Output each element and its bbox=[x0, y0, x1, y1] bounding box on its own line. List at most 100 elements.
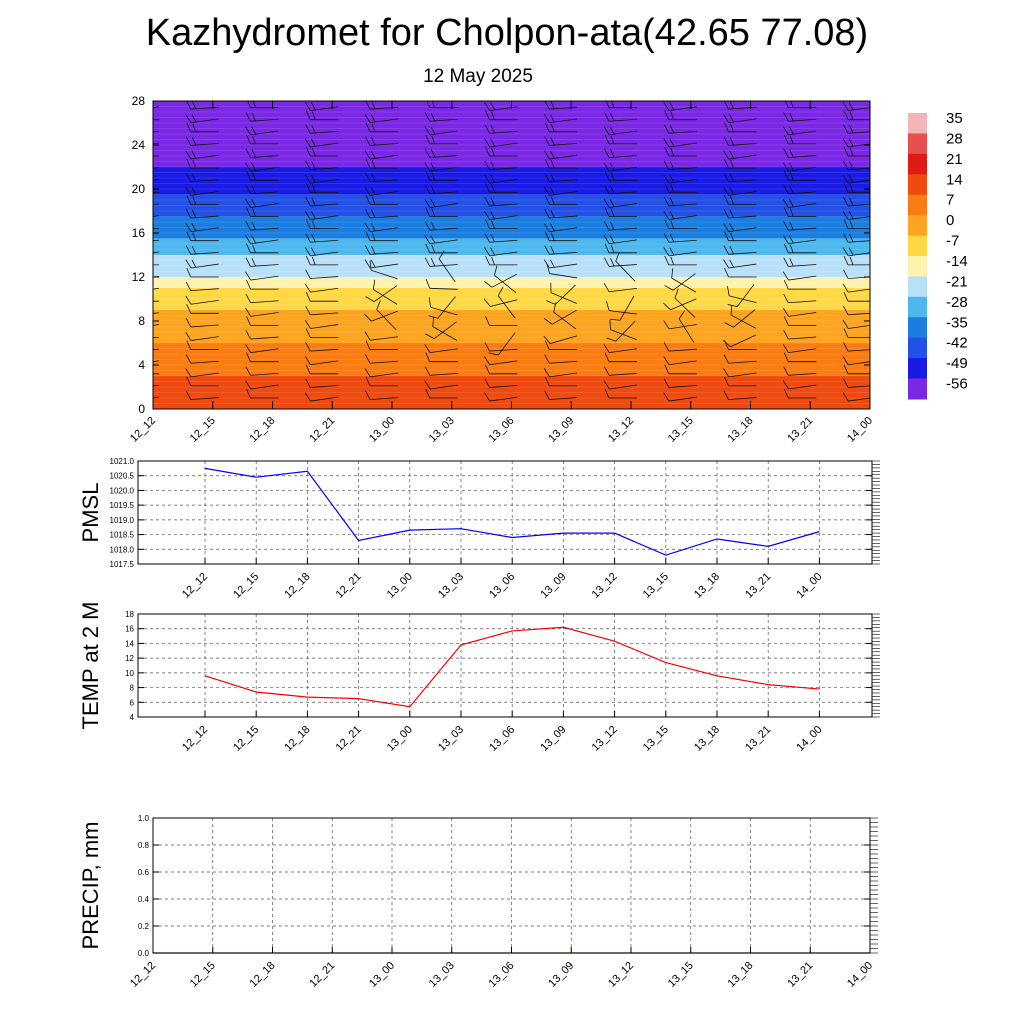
barb-shaft bbox=[848, 324, 870, 329]
barb-flag bbox=[849, 184, 854, 193]
barb-flag bbox=[663, 174, 670, 184]
wind-barb bbox=[304, 102, 339, 112]
barb-flag bbox=[782, 235, 789, 244]
barb-flag bbox=[727, 304, 738, 308]
barb-flag bbox=[370, 186, 376, 195]
barb-flag bbox=[251, 235, 257, 244]
x-tick-label: 12_18 bbox=[248, 960, 278, 990]
barb-flag bbox=[484, 392, 491, 402]
barb-flag bbox=[610, 208, 615, 217]
barb-flag bbox=[365, 296, 375, 303]
barb-flag bbox=[245, 293, 251, 303]
barb-flag bbox=[305, 197, 311, 207]
wind-barb bbox=[305, 378, 339, 388]
wind-barb bbox=[550, 282, 577, 304]
wind-barb bbox=[664, 219, 697, 230]
wind-barb bbox=[186, 340, 219, 351]
barb-flag bbox=[546, 263, 550, 274]
barb-flag bbox=[670, 184, 675, 193]
barb-flag bbox=[245, 380, 252, 390]
barb-flag bbox=[848, 211, 854, 220]
temperature-bands bbox=[153, 101, 870, 409]
wind-barb bbox=[432, 316, 458, 341]
barb-flag bbox=[245, 344, 252, 353]
wind-barb bbox=[245, 112, 279, 122]
barb-flag bbox=[424, 112, 431, 122]
colorbar-swatch bbox=[908, 194, 927, 216]
wind-barb bbox=[245, 257, 279, 267]
barb-flag bbox=[610, 135, 615, 145]
barb-flag bbox=[782, 271, 789, 281]
barb-flag bbox=[127, 147, 131, 156]
barb-flag bbox=[603, 344, 610, 353]
barb-flag bbox=[610, 221, 615, 230]
barb-flag bbox=[730, 123, 734, 132]
wind-barb bbox=[424, 162, 458, 172]
wind-barb bbox=[425, 388, 458, 399]
barb-flag bbox=[246, 388, 251, 399]
wind-barb bbox=[842, 283, 870, 293]
barb-shaft bbox=[153, 287, 159, 293]
barb-shaft bbox=[609, 372, 638, 376]
barb-shaft bbox=[190, 372, 219, 378]
wind-barb bbox=[305, 183, 339, 193]
wind-barb bbox=[246, 134, 279, 145]
barb-flag bbox=[491, 256, 495, 266]
barb-flag bbox=[311, 111, 316, 120]
barb-flag bbox=[251, 126, 257, 135]
wind-barb bbox=[186, 122, 219, 133]
wind-barb bbox=[544, 172, 578, 183]
barb-flag bbox=[842, 392, 849, 402]
wind-barb bbox=[782, 198, 817, 208]
wind-barb bbox=[783, 221, 817, 231]
barb-flag bbox=[185, 209, 192, 219]
barb-shaft bbox=[848, 348, 870, 352]
temperature-band bbox=[153, 238, 870, 255]
wind-barb bbox=[497, 286, 516, 319]
barb-flag bbox=[484, 233, 490, 243]
wind-barb bbox=[365, 376, 398, 387]
barb-shaft bbox=[668, 348, 697, 352]
barb-flag bbox=[843, 160, 849, 170]
y-tick-label: 0.0 bbox=[138, 949, 150, 958]
barb-flag bbox=[663, 102, 670, 111]
barb-shaft bbox=[310, 287, 339, 293]
barb-flag bbox=[305, 364, 311, 374]
cross-section-panel: 0 4 8 12 16 20 24 28 12_12 12_15 12_18 12_21 13_00 1… bbox=[126, 94, 875, 445]
x-tick-label: 13_21 bbox=[743, 571, 773, 601]
barb-flag bbox=[544, 195, 550, 205]
barb-flag bbox=[126, 392, 131, 401]
x-tick-label: 13_15 bbox=[666, 960, 696, 990]
barb-flag bbox=[191, 259, 197, 268]
barb-flag bbox=[843, 305, 849, 316]
barb-flag bbox=[604, 221, 610, 231]
wind-barb bbox=[604, 171, 637, 181]
barb-flag bbox=[789, 172, 794, 181]
wind-barb bbox=[603, 198, 637, 208]
barb-flag bbox=[550, 196, 555, 205]
barb-flag bbox=[723, 172, 729, 182]
wind-barb bbox=[304, 174, 339, 184]
wind-barb bbox=[245, 221, 279, 231]
wind-barb bbox=[185, 245, 219, 255]
y-tick-label: 1021.0 bbox=[110, 457, 135, 466]
barb-flag bbox=[370, 223, 376, 232]
barb-flag bbox=[132, 247, 136, 255]
barb-flag bbox=[251, 199, 257, 207]
wind-barb bbox=[723, 390, 757, 400]
barb-flag bbox=[550, 101, 555, 109]
temperature-band bbox=[153, 255, 870, 277]
wind-barb bbox=[724, 309, 756, 328]
wind-barb bbox=[424, 148, 458, 158]
wind-barb bbox=[843, 328, 870, 338]
barb-flag bbox=[783, 207, 789, 217]
barb-flag bbox=[490, 138, 496, 147]
barb-flag bbox=[245, 366, 251, 376]
wind-barb bbox=[724, 158, 757, 169]
wind-barb bbox=[304, 210, 339, 220]
barb-flag bbox=[848, 102, 854, 111]
wind-barb bbox=[485, 255, 518, 266]
wind-barb bbox=[246, 388, 279, 399]
barb-flag bbox=[246, 352, 251, 362]
barb-flag bbox=[311, 197, 316, 206]
